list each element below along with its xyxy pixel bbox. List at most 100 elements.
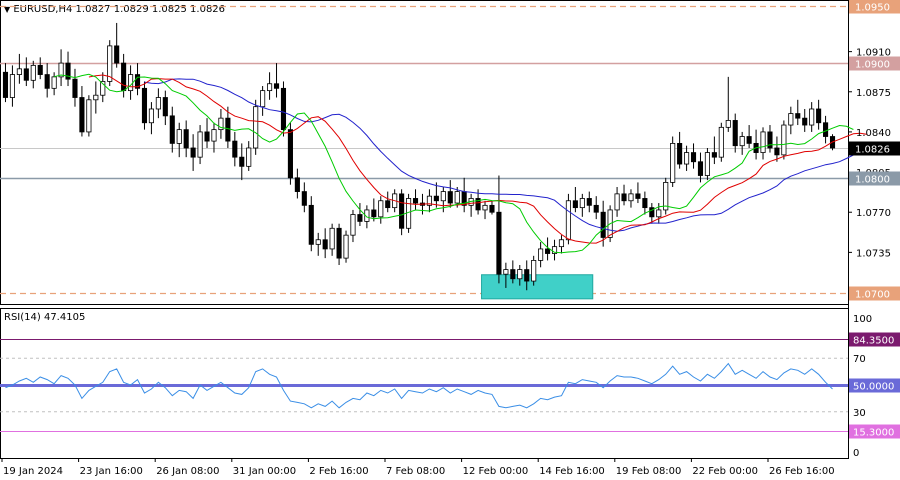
candle-body	[475, 198, 481, 211]
candle-body	[357, 214, 363, 222]
candle-body	[517, 269, 523, 280]
candle-body	[322, 239, 328, 250]
candle-body	[121, 62, 127, 92]
candle-body	[58, 62, 64, 78]
rsi-tick-label: 100	[853, 314, 872, 325]
candle-body	[9, 74, 15, 98]
candle-body	[649, 207, 655, 218]
rsi-tick-label: 0	[853, 448, 859, 459]
candle-body	[732, 120, 738, 147]
candle-body	[267, 83, 273, 92]
rsi-level-tag	[849, 424, 900, 439]
candle-body	[579, 198, 585, 209]
candle-body	[690, 152, 697, 163]
candle-body	[308, 204, 314, 245]
candle-body	[774, 147, 780, 156]
candle-body	[795, 113, 801, 119]
candle-body	[79, 97, 85, 133]
candle-body	[433, 195, 439, 202]
time-tick-label: 7 Feb 08:00	[386, 466, 445, 477]
candle-body	[538, 248, 544, 261]
candle-body	[162, 97, 168, 117]
candle-body	[677, 142, 683, 165]
candle-body	[718, 126, 724, 158]
candle-body	[545, 248, 551, 254]
candle-body	[350, 214, 356, 236]
candle-body	[204, 131, 210, 142]
candle-body	[558, 239, 565, 248]
candle-body	[440, 191, 446, 202]
candle-body	[211, 129, 217, 142]
candle-body	[802, 117, 808, 126]
candle-body	[767, 131, 773, 149]
candle-body	[246, 147, 252, 167]
candle-body	[336, 227, 342, 259]
candle-body	[232, 140, 238, 158]
candle-body	[239, 156, 245, 167]
candle-body	[315, 239, 321, 245]
candle-body	[190, 147, 196, 158]
candle-body	[280, 87, 287, 131]
current-price-tag	[849, 141, 900, 156]
time-tick-label: 2 Feb 16:00	[309, 466, 368, 477]
candle-body	[364, 209, 370, 222]
candle-body	[572, 200, 578, 209]
candle-body	[114, 45, 120, 64]
candle-body	[371, 209, 377, 218]
chevron-down-icon[interactable]: ▼	[4, 5, 11, 14]
candle-body	[447, 191, 453, 204]
candle-body	[225, 117, 231, 142]
candle-body	[551, 246, 558, 254]
candle-body	[711, 152, 717, 158]
time-tick-label: 22 Feb 00:00	[692, 466, 758, 477]
candle-body	[746, 136, 752, 144]
candle-body	[823, 122, 829, 137]
time-tick-label: 19 Jan 2024	[3, 466, 63, 477]
price-level-label: 1.0800	[855, 175, 890, 186]
candle-body	[489, 204, 495, 213]
candle-body	[565, 200, 571, 241]
ma-slow-line	[144, 78, 889, 232]
price-level-tag	[849, 56, 900, 71]
candle-body	[593, 204, 599, 213]
candle-body	[621, 193, 627, 202]
time-tick-label: 14 Feb 16:00	[539, 466, 605, 477]
rsi-tick-label: 30	[853, 408, 866, 419]
time-tick-label: 26 Jan 08:00	[156, 466, 219, 477]
candle-body	[739, 136, 745, 147]
candle-body	[16, 68, 22, 75]
price-level-label: 1.0900	[855, 60, 890, 71]
candle-body	[816, 108, 822, 124]
candle-body	[65, 62, 71, 80]
candle-body	[128, 74, 134, 92]
candle-body	[169, 115, 175, 144]
candle-body	[93, 94, 99, 101]
candle-body	[176, 129, 182, 144]
candle-body	[663, 181, 669, 211]
ma-mid-line	[88, 74, 868, 244]
candle-body	[628, 193, 634, 202]
time-tick-label: 19 Feb 08:00	[616, 466, 682, 477]
rsi-header: RSI(14) 47.4105	[4, 312, 86, 323]
candle-body	[399, 193, 405, 229]
candle-body	[2, 71, 9, 98]
rsi-tick-label: 70	[853, 354, 866, 365]
candle-body	[148, 108, 154, 124]
price-level-tag	[849, 286, 900, 301]
candle-body	[656, 209, 662, 218]
candle-body	[426, 195, 432, 206]
candle-body	[704, 152, 710, 176]
price-level-tag	[849, 171, 900, 186]
candle-body	[218, 117, 224, 131]
price-tick-label: 1.0910	[856, 48, 891, 59]
candle-body	[253, 106, 259, 149]
candle-body	[100, 81, 106, 96]
candle-body	[614, 193, 620, 211]
candle-body	[183, 129, 189, 149]
candle-body	[725, 120, 731, 128]
candle-body	[809, 108, 815, 126]
candle-body	[197, 131, 203, 158]
candle-body	[586, 198, 592, 206]
candle-body	[44, 74, 50, 89]
